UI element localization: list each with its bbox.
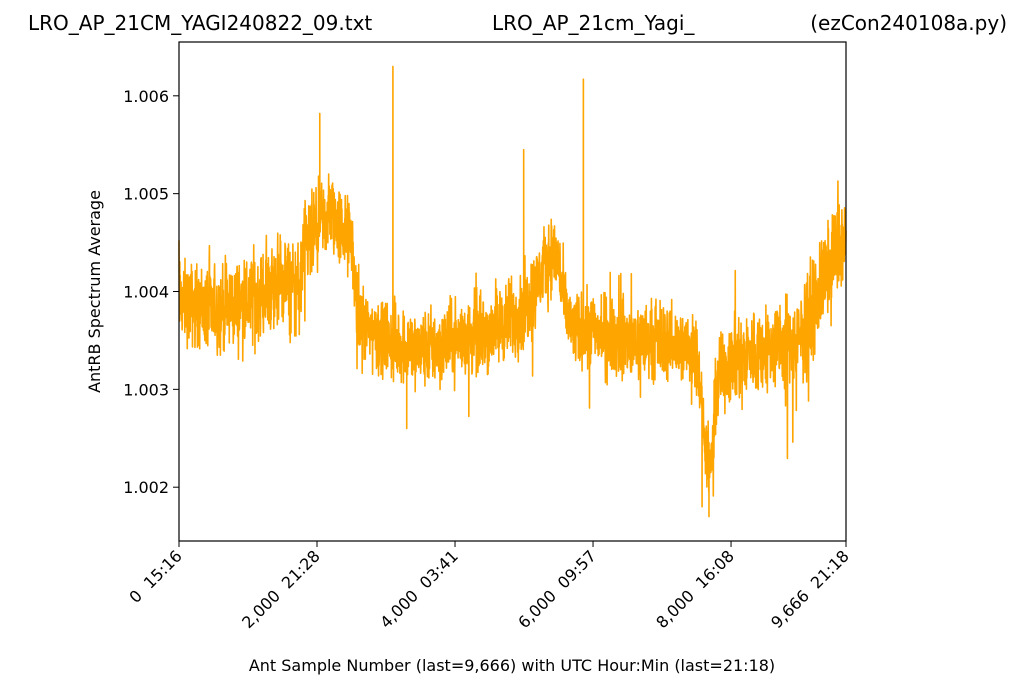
header-filename: LRO_AP_21CM_YAGI240822_09.txt — [28, 11, 372, 35]
x-tick-label: 8,000 16:08 — [652, 546, 738, 632]
y-tick-label: 1.006 — [123, 87, 169, 106]
y-tick-label: 1.005 — [123, 185, 169, 204]
y-axis-label: AntRB Spectrum Average — [85, 190, 104, 393]
series-line — [178, 65, 847, 518]
x-tick-label: 6,000 09:57 — [514, 546, 600, 632]
x-tick-label: 4,000 03:41 — [376, 546, 462, 632]
header-script: (ezCon240108a.py) — [810, 11, 1007, 35]
y-tick-label: 1.002 — [123, 478, 169, 497]
x-axis-label: Ant Sample Number (last=9,666) with UTC … — [249, 656, 775, 675]
y-tick-label: 1.003 — [123, 380, 169, 399]
series-layer — [178, 65, 847, 518]
header-dataset: LRO_AP_21cm_Yagi_ — [492, 11, 695, 35]
y-tick-label: 1.004 — [123, 283, 169, 302]
x-tick-label: 0 15:16 — [125, 546, 185, 606]
y-axis: 1.002 1.003 1.004 1.005 1.006 — [123, 87, 179, 497]
x-tick-label: 9,666 21:18 — [767, 546, 853, 632]
x-tick-label: 2,000 21:28 — [238, 546, 324, 632]
x-axis: 0 15:16 2,000 21:28 4,000 03:41 6,000 09:57… — [125, 541, 853, 632]
